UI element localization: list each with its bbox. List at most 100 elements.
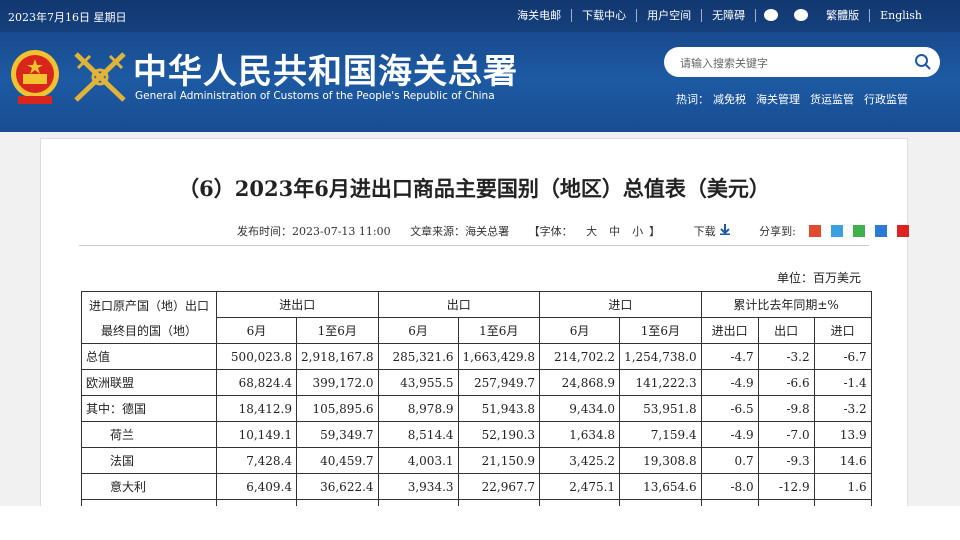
value-cell: 18,412.9	[216, 395, 297, 422]
data-row: 荷兰 10,149.1 59,349.7 8,514.4 52,190.3 1,634.8…	[81, 421, 872, 448]
cell	[296, 499, 379, 506]
font-size[interactable]: 小	[632, 225, 644, 238]
cell	[377, 499, 459, 506]
cell	[813, 499, 872, 506]
top-link[interactable]: 用户空间	[637, 9, 703, 22]
region-cell: 意大利	[81, 473, 217, 500]
publish-time: 2023-07-13 11:00	[292, 225, 391, 238]
download-icon[interactable]	[719, 224, 730, 236]
region-cell: 总值	[81, 343, 217, 370]
top-link[interactable]: 繁體版	[816, 9, 871, 22]
sub-header: 6月	[539, 317, 621, 344]
publish-label: 发布时间：	[237, 225, 292, 238]
top-link[interactable]: 无障碍	[702, 9, 757, 22]
cell	[81, 499, 217, 506]
value-cell: 105,895.6	[296, 395, 379, 422]
weibo-icon[interactable]	[764, 9, 779, 21]
data-row: 总值 500,023.8 2,918,167.8 285,321.6 1,663,429…	[81, 343, 872, 370]
top-bar: 2023年7月16日 星期日 海关电邮 下载中心 用户空间 无障碍 繁體版 English	[0, 0, 960, 32]
value-cell: 10,149.1	[216, 421, 297, 448]
group-header: 累计比去年同期±%	[700, 291, 872, 318]
font-end: 】	[649, 225, 661, 238]
source: 海关总署	[465, 225, 510, 238]
download[interactable]: 下载	[693, 225, 716, 238]
value-cell: 2,475.1	[539, 473, 621, 500]
value-cell: 8,978.9	[377, 395, 459, 422]
cell	[216, 499, 297, 506]
value-cell: 3,934.3	[377, 473, 459, 500]
corner-cell: 进口原产国（地）出口 最终目的国（地）	[81, 291, 217, 344]
value-cell: 59,349.7	[296, 421, 379, 448]
value-cell: 214,702.2	[539, 343, 621, 370]
value-cell: 399,172.0	[296, 369, 379, 396]
national-emblem	[11, 50, 59, 104]
value-cell: 257,949.7	[457, 369, 541, 396]
value-cell: 14.6	[813, 447, 872, 474]
value-cell: 53,951.8	[619, 395, 702, 422]
data-row: 法国 7,428.4 40,459.7 4,003.1 21,150.9 3,425.2 1…	[81, 447, 872, 474]
unit: 单位：百万美元	[776, 271, 861, 285]
data-row: 意大利 6,409.4 36,622.4 3,934.3 22,967.7 2,475.1…	[81, 473, 872, 500]
corner-text: 进口原产国（地）出口	[88, 298, 209, 313]
top-links: 海关电邮 下载中心 用户空间 无障碍 繁體版 English	[507, 9, 932, 22]
hot-word[interactable]: 货运监管	[810, 93, 854, 106]
value-cell: -9.8	[757, 395, 815, 422]
share-label: 分享到:	[759, 225, 796, 238]
share-wechat[interactable]	[853, 225, 866, 237]
divider	[79, 245, 869, 246]
value-cell: -3.2	[757, 343, 815, 370]
font-size[interactable]: 大	[586, 225, 598, 238]
value-cell: 6,409.4	[216, 473, 297, 500]
cell	[457, 499, 541, 506]
value-cell: -4.9	[700, 369, 759, 396]
search-box[interactable]: 请输入搜索关键字	[664, 47, 940, 77]
top-link[interactable]: 海关电邮	[507, 9, 573, 22]
share-qzone[interactable]	[831, 225, 844, 237]
content-area: （6）2023年6月进出口商品主要国别（地区）总值表（美元） 发布时间：2023…	[0, 132, 960, 506]
article-meta: 发布时间：2023-07-13 11:00 文章来源：海关总署 【字体： 大中小…	[237, 223, 913, 239]
value-cell: 7,159.4	[619, 421, 702, 448]
value-cell: -4.9	[700, 421, 759, 448]
group-header: 进出口	[216, 291, 379, 318]
value-cell: 285,321.6	[377, 343, 459, 370]
value-cell: 52,190.3	[457, 421, 541, 448]
hot-word[interactable]: 海关管理	[756, 93, 800, 106]
value-cell: 1.6	[813, 473, 872, 500]
value-cell: 13,654.6	[619, 473, 702, 500]
top-link[interactable]: 下载中心	[572, 9, 638, 22]
data-table: 进口原产国（地）出口 最终目的国（地） 进出口 出口 进口 累计比去年同期±% 6月 1至6月…	[81, 291, 872, 506]
customs-logo	[74, 52, 126, 102]
header-row: 6月 1至6月 6月 1至6月 6月 1至6月 进出口 出口 进口	[82, 317, 872, 344]
group-header: 进口	[539, 291, 702, 318]
font-size[interactable]: 中	[609, 225, 621, 238]
cell	[700, 499, 759, 506]
value-cell: -6.5	[700, 395, 759, 422]
share-weibo[interactable]	[809, 225, 822, 237]
share-renren[interactable]	[875, 225, 888, 237]
region-cell: 荷兰	[81, 421, 217, 448]
sub-header: 1至6月	[619, 317, 702, 344]
value-cell: -1.4	[813, 369, 872, 396]
hot-word[interactable]: 行政监管	[864, 93, 908, 106]
cell	[539, 499, 621, 506]
top-link[interactable]: English	[880, 9, 922, 22]
value-cell: 7,428.4	[216, 447, 297, 474]
value-cell: -7.0	[757, 421, 815, 448]
source-label: 文章来源：	[410, 225, 466, 238]
value-cell: 68,824.4	[216, 369, 297, 396]
value-cell: 0.7	[700, 447, 759, 474]
hot-word[interactable]: 减免税	[713, 93, 746, 106]
value-cell: 4,003.1	[377, 447, 459, 474]
share-other[interactable]	[897, 225, 910, 237]
value-cell: 1,254,738.0	[619, 343, 702, 370]
value-cell: 22,967.7	[457, 473, 541, 500]
region-cell: 法国	[81, 447, 217, 474]
value-cell: 19,308.8	[619, 447, 702, 474]
hot-label: 热词：	[676, 93, 709, 106]
wechat-icon[interactable]	[794, 9, 809, 21]
search-icon[interactable]	[914, 53, 932, 71]
sub-header: 1至6月	[457, 317, 541, 344]
value-cell: 24,868.9	[539, 369, 621, 396]
sub-header: 1至6月	[296, 317, 379, 344]
